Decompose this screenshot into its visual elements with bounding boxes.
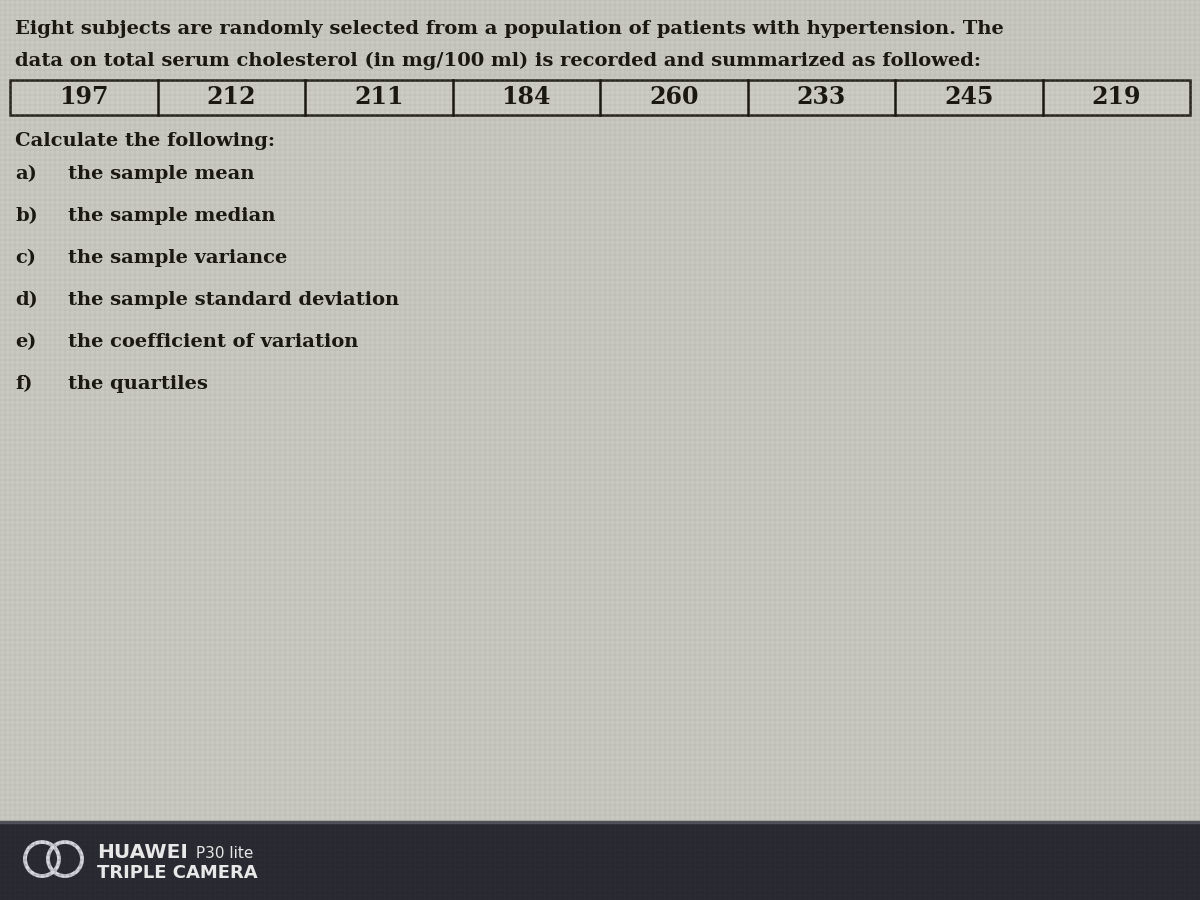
Text: the quartiles: the quartiles xyxy=(68,375,208,393)
Text: 260: 260 xyxy=(649,86,698,110)
Text: 211: 211 xyxy=(354,86,403,110)
Text: 233: 233 xyxy=(797,86,846,110)
Text: f): f) xyxy=(14,375,32,393)
Text: b): b) xyxy=(14,207,37,225)
Text: c): c) xyxy=(14,249,36,267)
Text: the coefficient of variation: the coefficient of variation xyxy=(68,333,359,351)
Text: TRIPLE CAMERA: TRIPLE CAMERA xyxy=(97,864,258,882)
Text: P30 lite: P30 lite xyxy=(191,845,253,860)
Text: the sample median: the sample median xyxy=(68,207,276,225)
Text: d): d) xyxy=(14,291,37,309)
Text: Eight subjects are randomly selected from a population of patients with hyperten: Eight subjects are randomly selected fro… xyxy=(14,20,1003,38)
Text: the sample mean: the sample mean xyxy=(68,165,254,183)
Text: the sample variance: the sample variance xyxy=(68,249,287,267)
Text: 245: 245 xyxy=(944,86,994,110)
Bar xyxy=(0,0,400,820)
Text: e): e) xyxy=(14,333,36,351)
Text: a): a) xyxy=(14,165,37,183)
Bar xyxy=(0,822,1200,900)
Text: 212: 212 xyxy=(206,86,256,110)
Text: 184: 184 xyxy=(502,86,551,110)
Text: 197: 197 xyxy=(59,86,108,110)
Text: Calculate the following:: Calculate the following: xyxy=(14,132,275,150)
Text: the sample standard deviation: the sample standard deviation xyxy=(68,291,400,309)
Text: data on total serum cholesterol (in mg/100 ml) is recorded and summarized as fol: data on total serum cholesterol (in mg/1… xyxy=(14,52,982,70)
Text: 219: 219 xyxy=(1092,86,1141,110)
Text: HUAWEI: HUAWEI xyxy=(97,843,188,862)
Bar xyxy=(10,80,1190,115)
